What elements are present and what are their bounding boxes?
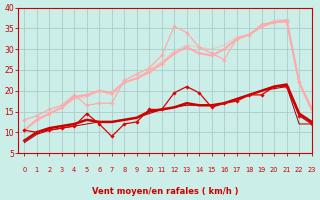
X-axis label: Vent moyen/en rafales ( km/h ): Vent moyen/en rafales ( km/h ) <box>92 187 238 196</box>
